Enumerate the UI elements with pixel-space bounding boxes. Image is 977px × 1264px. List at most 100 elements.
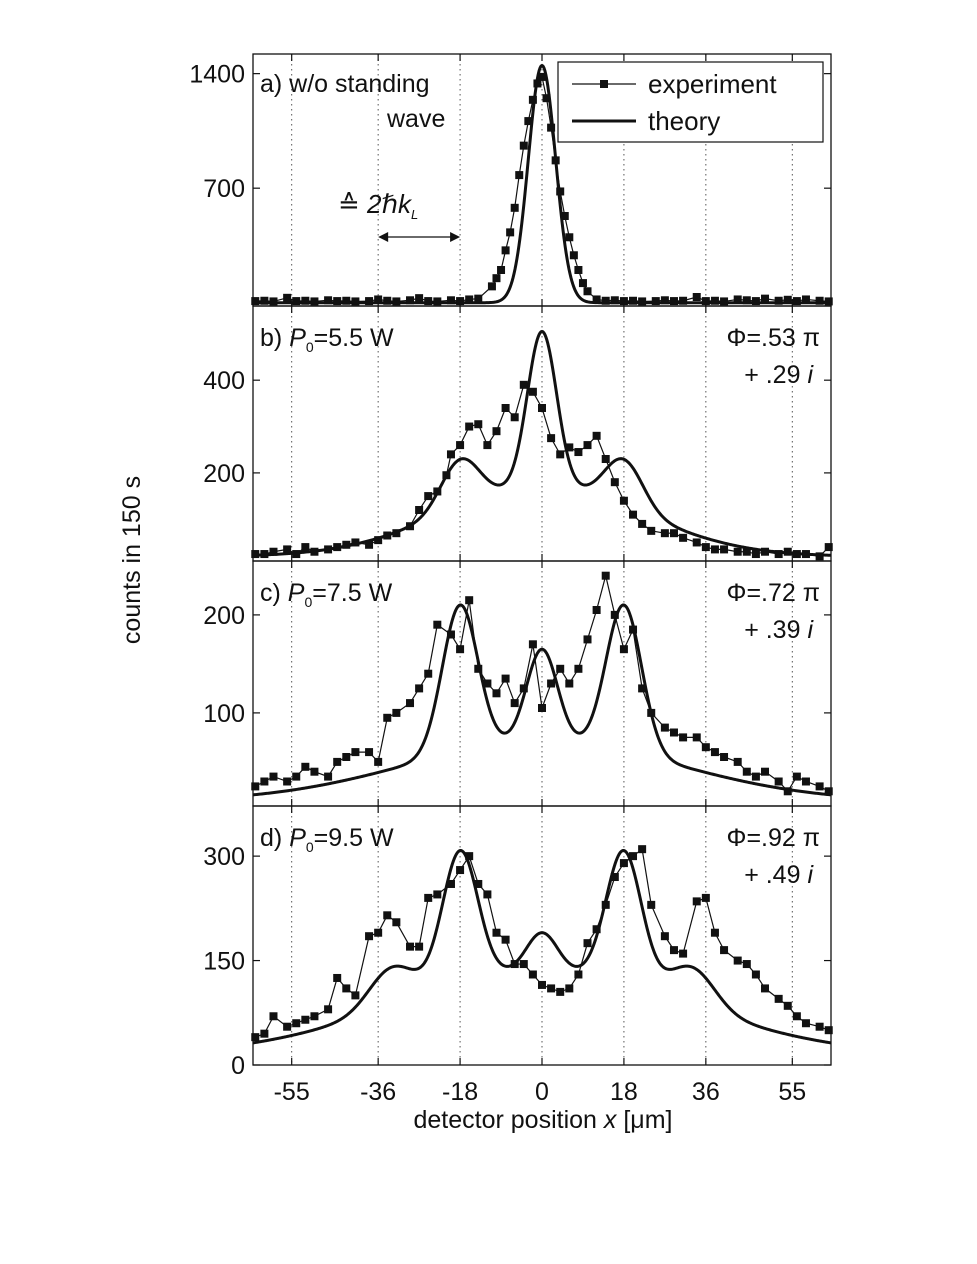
experiment-point	[365, 748, 374, 757]
phi-label-line2: + .49 i	[744, 861, 814, 889]
panel-b: 200 400 b) P0=5.5 W Φ=.53 π + .29 i	[203, 305, 833, 562]
experiment-point	[301, 296, 310, 305]
panel-a: 700 1400 a) w/o standing wave ≙ 2ℏkL experime…	[189, 53, 833, 307]
experiment-point	[592, 431, 601, 440]
experiment-point	[538, 704, 546, 712]
experiment-point	[351, 297, 360, 306]
experiment-point	[474, 664, 483, 673]
experiment-point	[374, 295, 383, 304]
legend-box	[557, 61, 824, 143]
experiment-point	[669, 946, 678, 955]
panel-label: d) P0=9.5 W	[260, 824, 394, 855]
experiment-point	[638, 519, 647, 528]
experiment-point	[629, 510, 638, 519]
experiment-point	[333, 973, 342, 982]
experiment-point	[556, 987, 565, 996]
experiment-point	[660, 932, 669, 941]
experiment-point	[660, 723, 669, 732]
experiment-point	[392, 297, 401, 306]
panel-label-line2: wave	[386, 105, 445, 133]
y-axis-label: counts in 150 s	[118, 476, 146, 644]
experiment-point	[492, 274, 501, 283]
experiment-point	[524, 117, 533, 126]
experiment-point	[342, 984, 351, 993]
experiment-point	[801, 295, 810, 304]
y-tick-label: 700	[203, 175, 245, 203]
y-tick-label: 400	[203, 367, 245, 395]
experiment-point	[583, 287, 592, 296]
experiment-point	[710, 928, 719, 937]
experiment-point	[638, 297, 647, 306]
experiment-point	[310, 547, 319, 556]
panel-c: 100 200 c) P0=7.5 W Φ=.72 π + .39 i	[203, 560, 833, 807]
experiment-point	[301, 1015, 310, 1024]
experiment-point	[792, 1012, 801, 1021]
experiment-point	[269, 547, 278, 556]
experiment-point	[578, 279, 587, 288]
experiment-point	[456, 866, 465, 875]
experiment-point	[528, 970, 537, 979]
experiment-point	[701, 743, 710, 752]
experiment-point	[679, 296, 688, 305]
experiment-point	[669, 529, 678, 538]
experiment-point	[501, 935, 510, 944]
experiment-point	[251, 782, 260, 791]
experiment-point	[801, 550, 810, 559]
experiment-point	[556, 450, 565, 459]
experiment-point	[761, 767, 770, 776]
experiment-point	[824, 297, 833, 306]
experiment-point	[519, 380, 528, 389]
experiment-point	[474, 420, 483, 429]
experiment-point	[456, 645, 465, 654]
experiment-point	[565, 443, 574, 452]
phi-label-line2: + .29 i	[744, 361, 814, 389]
legend-theory-label: theory	[648, 106, 720, 136]
experiment-point	[383, 531, 392, 540]
y-tick-label: 1400	[189, 61, 245, 89]
experiment-point	[569, 251, 578, 260]
experiment-point	[619, 297, 628, 306]
annotation-arrowhead-right	[450, 232, 461, 242]
experiment-point	[406, 699, 415, 708]
experiment-point	[629, 852, 638, 861]
experiment-point	[501, 674, 510, 683]
experiment-point	[647, 526, 656, 535]
experiment-point	[433, 890, 442, 899]
experiment-point	[251, 297, 260, 306]
legend-experiment-label: experiment	[648, 69, 777, 99]
experiment-point	[260, 550, 269, 559]
x-tick-label: 55	[778, 1078, 806, 1106]
theory-curve	[253, 849, 831, 1045]
experiment-point	[592, 606, 601, 614]
experiment-point	[269, 772, 278, 781]
phi-label-line1: Φ=.72 π	[727, 579, 821, 607]
experiment-point	[565, 679, 574, 688]
experiment-point	[783, 547, 792, 556]
experiment-point	[497, 266, 506, 274]
experiment-point	[415, 506, 424, 514]
experiment-point	[669, 297, 678, 306]
x-tick-label: -55	[274, 1078, 310, 1106]
experiment-point	[283, 1022, 292, 1031]
experiment-point	[533, 79, 542, 88]
experiment-point	[669, 728, 678, 737]
experiment-point	[815, 1022, 824, 1031]
experiment-point	[733, 757, 742, 766]
y-tick-label: 100	[203, 700, 245, 728]
experiment-point	[310, 1012, 319, 1021]
experiment-point	[710, 748, 719, 757]
experiment-point	[433, 297, 442, 306]
experiment-point	[720, 753, 729, 761]
experiment-point	[442, 471, 451, 480]
experiment-point	[392, 708, 401, 717]
experiment-point	[456, 297, 465, 306]
experiment-point	[510, 699, 519, 708]
experiment-point	[342, 753, 351, 761]
theory-curve	[253, 603, 831, 797]
experiment-point	[324, 296, 333, 305]
experiment-point	[565, 984, 574, 993]
experiment-point	[679, 949, 688, 958]
experiment-point	[424, 893, 433, 902]
experiment-point	[601, 455, 610, 463]
experiment-point	[519, 684, 528, 693]
